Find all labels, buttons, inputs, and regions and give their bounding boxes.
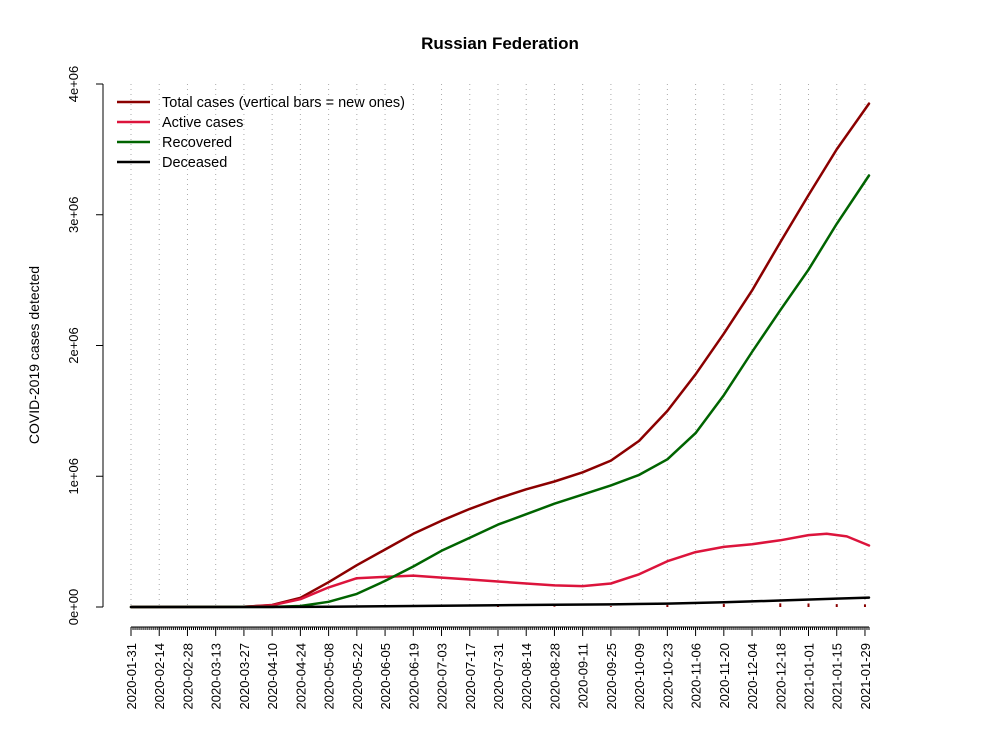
x-tick-label: 2020-10-09 (632, 643, 647, 710)
x-tick-label: 2020-04-10 (265, 643, 280, 710)
chart-title: Russian Federation (421, 34, 579, 53)
x-tick-label: 2020-02-14 (152, 643, 167, 710)
legend: Total cases (vertical bars = new ones) Ac… (117, 95, 405, 171)
x-tick-label: 2020-05-08 (322, 643, 337, 710)
x-tick-label: 2020-01-31 (124, 643, 139, 710)
series-lines (129, 102, 871, 609)
y-axis-label: COVID-2019 cases detected (26, 266, 42, 444)
x-tick-label: 2020-03-13 (209, 643, 224, 710)
x-tick-label: 2020-11-06 (689, 643, 704, 709)
y-tick-label: 1e+06 (66, 458, 81, 495)
x-tick-label: 2020-12-18 (773, 643, 788, 710)
x-tick-label: 2020-12-04 (745, 643, 760, 710)
y-tick-label: 4e+06 (66, 66, 81, 103)
x-tick-label: 2020-03-27 (237, 643, 252, 710)
x-tick-label: 2020-04-24 (293, 643, 308, 710)
legend-label: Deceased (162, 155, 227, 171)
x-tick-label: 2020-09-25 (604, 643, 619, 710)
x-tick-label: 2020-09-11 (576, 643, 591, 709)
x-tick-label: 2020-07-31 (491, 643, 506, 710)
x-tick-label: 2020-08-28 (547, 643, 562, 710)
x-tick-label: 2020-10-23 (660, 643, 675, 710)
x-tick-label: 2020-06-05 (378, 643, 393, 710)
y-tick-label: 0e+00 (66, 589, 81, 626)
x-tick-label: 2020-07-03 (435, 643, 450, 710)
axes: 0e+00 1e+06 2e+06 3e+06 4e+06 2020-01-31 2020-… (66, 66, 873, 710)
y-tick-label: 3e+06 (66, 196, 81, 233)
y-tick-label: 2e+06 (66, 327, 81, 364)
legend-label: Recovered (162, 135, 232, 151)
x-tick-label: 2020-02-28 (180, 643, 195, 710)
legend-label: Active cases (162, 115, 243, 131)
grid-layer (130, 84, 866, 607)
x-tick-label: 2021-01-01 (802, 643, 817, 710)
x-tick-label: 2020-07-17 (463, 643, 478, 710)
x-tick-label: 2021-01-15 (830, 643, 845, 710)
x-tick-label: 2021-01-29 (858, 643, 873, 710)
x-tick-label: 2020-05-22 (350, 643, 365, 710)
series-line-active (129, 532, 871, 609)
x-tick-label: 2020-11-20 (717, 643, 732, 709)
series-line-total (129, 102, 871, 609)
series-line-deceased (129, 596, 871, 609)
x-tick-label: 2020-06-19 (406, 643, 421, 710)
series-line-recovered (129, 174, 871, 609)
x-tick-label: 2020-08-14 (519, 643, 534, 710)
legend-label: Total cases (vertical bars = new ones) (162, 95, 405, 111)
